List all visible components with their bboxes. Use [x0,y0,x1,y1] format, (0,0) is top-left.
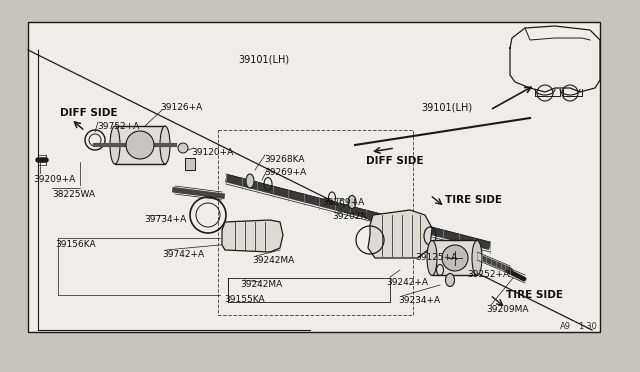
Ellipse shape [472,241,482,276]
Text: 39752+A: 39752+A [97,122,140,131]
Text: DIFF SIDE: DIFF SIDE [60,108,118,118]
Circle shape [442,245,468,271]
Polygon shape [222,220,283,252]
Text: 39242MA: 39242MA [252,256,294,265]
Text: TIRE SIDE: TIRE SIDE [506,290,563,300]
Text: 1-30: 1-30 [578,322,597,331]
Text: 39101(LH): 39101(LH) [238,55,289,65]
Ellipse shape [246,174,254,188]
Text: 39209MA: 39209MA [486,305,529,314]
Text: 39120+A: 39120+A [191,148,233,157]
Text: 39125+A: 39125+A [415,253,457,262]
Text: 39269+A: 39269+A [322,198,364,207]
Text: 39742+A: 39742+A [162,250,204,259]
Text: 39202N: 39202N [332,212,367,221]
Bar [185,158,195,170]
Text: 39101(LH): 39101(LH) [421,103,472,113]
Bar [115,126,165,164]
Ellipse shape [348,196,356,208]
Circle shape [126,131,154,159]
Text: 39242+A: 39242+A [386,278,428,287]
Text: 39242MA: 39242MA [240,280,282,289]
Text: 39155KA: 39155KA [224,295,264,304]
Text: 39126+A: 39126+A [160,103,202,112]
Text: DIFF SIDE: DIFF SIDE [366,156,424,166]
Text: 39156KA: 39156KA [55,240,95,249]
Text: 39252+A: 39252+A [467,270,509,279]
Circle shape [178,143,188,153]
Text: 38225WA: 38225WA [52,190,95,199]
Text: 39234+A: 39234+A [398,296,440,305]
Ellipse shape [445,273,454,286]
Bar [218,130,413,315]
Text: A9: A9 [560,322,571,331]
Text: 39268KA: 39268KA [264,155,305,164]
Ellipse shape [110,126,120,164]
Polygon shape [368,210,432,258]
Bar [28,22,600,332]
Bar [432,240,477,275]
Text: 39269+A: 39269+A [264,168,307,177]
Text: 39209+A: 39209+A [33,175,76,184]
Text: 39734+A: 39734+A [144,215,186,224]
Ellipse shape [427,241,437,276]
Text: TIRE SIDE: TIRE SIDE [445,195,502,205]
Ellipse shape [160,126,170,164]
